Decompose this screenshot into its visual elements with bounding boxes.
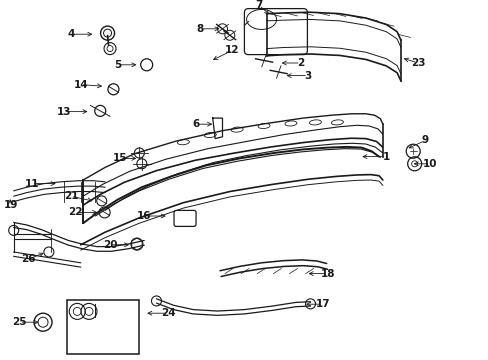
Text: 12: 12 [224, 45, 239, 55]
Text: 2: 2 [297, 58, 304, 68]
Text: 9: 9 [421, 135, 428, 145]
Text: 3: 3 [304, 71, 311, 81]
Text: 22: 22 [68, 207, 83, 217]
Text: 26: 26 [21, 254, 36, 264]
Text: 25: 25 [12, 317, 27, 327]
Text: 15: 15 [112, 153, 127, 163]
Text: 20: 20 [102, 240, 117, 250]
Text: 23: 23 [410, 58, 425, 68]
Text: 16: 16 [137, 211, 151, 221]
Text: 13: 13 [56, 107, 71, 117]
Text: 24: 24 [161, 308, 176, 318]
Text: 10: 10 [422, 159, 437, 169]
Text: 19: 19 [3, 200, 18, 210]
Text: 4: 4 [67, 29, 75, 39]
Text: 7: 7 [255, 0, 263, 10]
Text: 18: 18 [320, 269, 334, 279]
Text: 5: 5 [114, 60, 121, 70]
Text: 17: 17 [315, 299, 329, 309]
Text: 1: 1 [382, 152, 389, 162]
Text: 11: 11 [24, 179, 39, 189]
Text: 14: 14 [73, 80, 88, 90]
Text: 6: 6 [192, 119, 199, 129]
Text: 21: 21 [63, 191, 78, 201]
Text: 8: 8 [197, 24, 203, 34]
